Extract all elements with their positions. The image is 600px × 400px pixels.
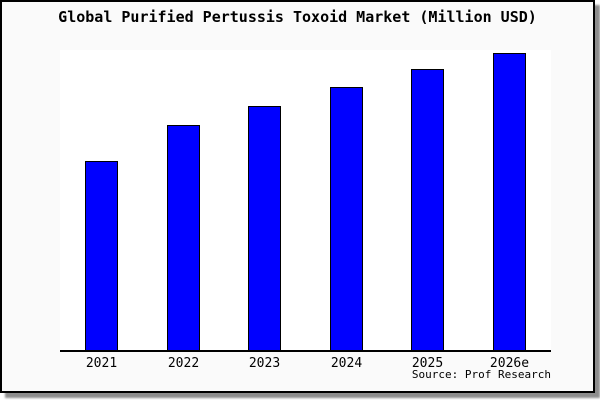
bar-2023 bbox=[248, 106, 281, 350]
x-tick-label-2021: 2021 bbox=[85, 356, 118, 371]
x-tick-label-2025: 2025 bbox=[411, 356, 444, 371]
chart-title: Global Purified Pertussis Toxoid Market … bbox=[58, 8, 537, 26]
x-tick-label-2023: 2023 bbox=[248, 356, 281, 371]
x-tick-label-2026e: 2026e bbox=[489, 356, 530, 371]
chart-frame: Global Purified Pertussis Toxoid Market … bbox=[0, 0, 595, 393]
bar-2026e bbox=[493, 53, 526, 350]
x-tick-label-2022: 2022 bbox=[167, 356, 200, 371]
bar-2025 bbox=[411, 69, 444, 350]
bar-2022 bbox=[167, 125, 200, 350]
x-tick-label-2024: 2024 bbox=[330, 356, 363, 371]
plot-area bbox=[60, 50, 551, 352]
source-credit: Source: Prof Research bbox=[411, 368, 551, 381]
bar-2021 bbox=[85, 161, 118, 350]
bar-2024 bbox=[330, 87, 363, 350]
